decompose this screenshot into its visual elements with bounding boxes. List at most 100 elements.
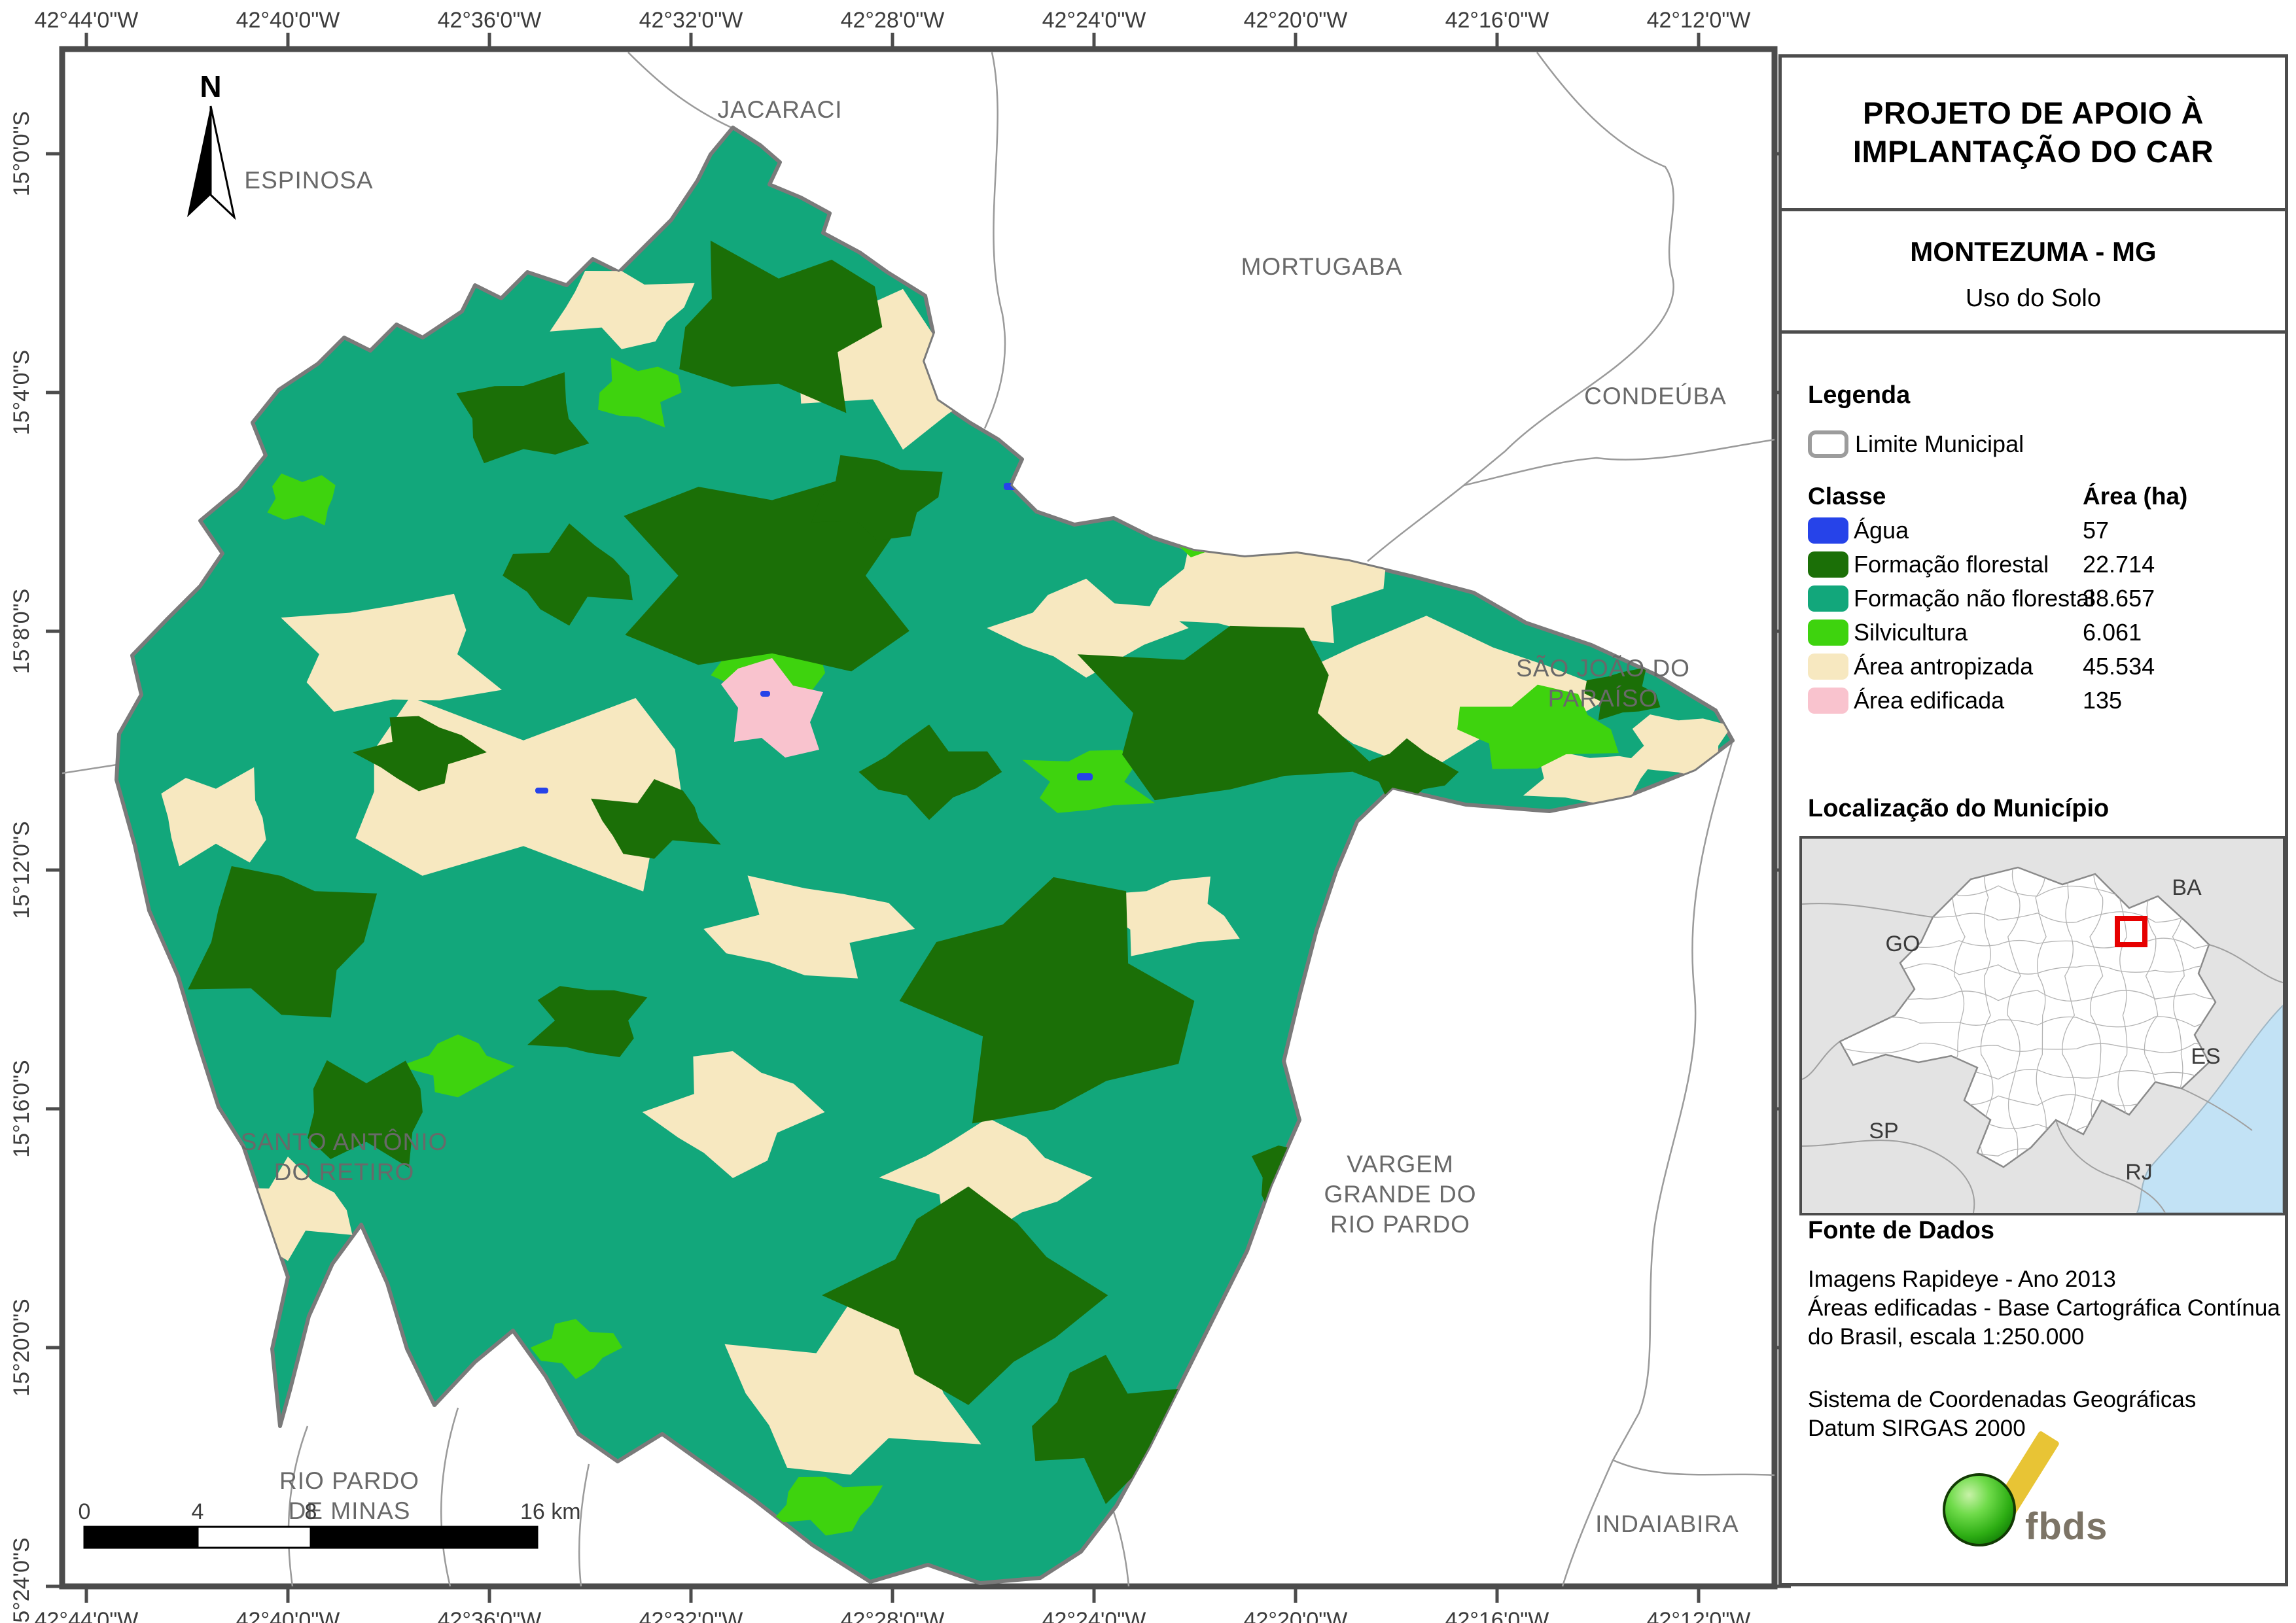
legend-area-value: 135 xyxy=(2083,687,2123,714)
north-arrow-label: N xyxy=(200,69,221,103)
formacao-florestal-patch xyxy=(456,372,590,464)
legend-class-label: Área antropizada xyxy=(1854,653,2034,680)
legend-swatch xyxy=(1808,654,1848,680)
formacao-florestal-patch xyxy=(527,986,648,1057)
source-line: do Brasil, escala 1:250.000 xyxy=(1808,1324,2085,1350)
legend-area-value: 6.061 xyxy=(2083,619,2142,646)
place-label: DO RETIRO xyxy=(274,1159,415,1185)
source-line: Sistema de Coordenadas Geográficas xyxy=(1808,1387,2197,1412)
municipality-shape xyxy=(115,126,1735,1585)
silvicultura-patch xyxy=(769,1476,883,1536)
formacao-florestal-patch xyxy=(1077,625,1379,801)
silvicultura-patch xyxy=(1022,750,1156,813)
area-antropizada-patch xyxy=(161,767,266,867)
formacao-florestal-patch xyxy=(1032,1355,1184,1505)
legend-row: Área edificada 135 xyxy=(1808,686,2266,716)
lat-label: 15°8'0"S xyxy=(9,589,34,674)
lon-label-top: 42°32'0"W xyxy=(639,8,743,33)
scale-0: 0 xyxy=(79,1499,91,1524)
lon-label-bottom: 42°16'0"W xyxy=(1445,1608,1549,1623)
project-title: PROJETO DE APOIO À IMPLANTAÇÃO DO CAR xyxy=(1852,96,2214,169)
municipality-title-box: MONTEZUMA - MG Uso do Solo xyxy=(1782,211,2285,334)
lon-label-top: 42°36'0"W xyxy=(438,8,542,33)
scale-16km: 16 km xyxy=(520,1499,581,1524)
silvicultura-patch xyxy=(1457,684,1619,769)
lon-label-top: 42°20'0"W xyxy=(1244,8,1348,33)
lon-label-bottom: 42°40'0"W xyxy=(236,1608,340,1623)
place-label: ESPINOSA xyxy=(244,167,373,194)
place-label: RIO PARDO xyxy=(279,1467,419,1494)
lon-label-top: 42°16'0"W xyxy=(1445,8,1549,33)
lon-label-top: 42°24'0"W xyxy=(1042,8,1146,33)
area-antropizada-patch xyxy=(550,271,695,349)
lon-label-bottom: 42°32'0"W xyxy=(639,1608,743,1623)
axis-labels: 42°44'0"W 42°44'0"W 42°40'0"W 42°40'0"W 42°3… xyxy=(9,8,1750,1623)
area-antropizada-patch xyxy=(1142,534,1387,644)
lon-label-bottom: 42°44'0"W xyxy=(35,1608,139,1623)
place-label: VARGEM xyxy=(1347,1151,1454,1178)
locator-heading: Localização do Município xyxy=(1808,795,2110,822)
area-antropizada-patch xyxy=(703,875,915,979)
place-label: SANTO ANTÔNIO xyxy=(241,1128,448,1155)
source-line: Datum SIRGAS 2000 xyxy=(1808,1416,2026,1441)
formacao-florestal-patch xyxy=(822,1186,1108,1405)
legend-row: Silvicultura 6.061 xyxy=(1808,618,2266,648)
locator-map: GO BA ES SP RJ xyxy=(1799,836,2286,1215)
formacao-florestal-patch xyxy=(591,779,721,859)
mesh-line xyxy=(1841,990,2216,1002)
scale-4: 4 xyxy=(192,1499,204,1524)
municipality-name: MONTEZUMA - MG xyxy=(1910,236,2157,267)
source-line: Imagens Rapideye - Ano 2013 xyxy=(1808,1266,2116,1292)
source-line: Áreas edificadas - Base Cartográfica Con… xyxy=(1808,1295,2280,1321)
scale-8: 8 xyxy=(305,1499,317,1524)
map-theme: Uso do Solo xyxy=(1965,285,2101,312)
lon-label-top: 42°28'0"W xyxy=(841,8,945,33)
legend-swatch xyxy=(1808,620,1848,646)
lat-label: 15°0'0"S xyxy=(9,111,34,196)
formacao-florestal-patch xyxy=(899,877,1195,1124)
silvicultura-patch xyxy=(530,1319,623,1380)
legend-swatch xyxy=(1808,585,1848,612)
mesh-line xyxy=(2007,867,2021,1167)
legend-heading: Legenda xyxy=(1808,381,1911,409)
formacao-florestal-patch xyxy=(858,724,1002,820)
legend-row: Área antropizada 45.534 xyxy=(1808,652,2266,682)
legend-swatch xyxy=(1808,517,1848,544)
legend-area-value: 22.714 xyxy=(2083,551,2155,578)
place-label: INDAIABIRA xyxy=(1595,1510,1739,1537)
info-panel: PROJETO DE APOIO À IMPLANTAÇÃO DO CAR MO… xyxy=(1778,54,2288,1586)
formacao-florestal-patch xyxy=(624,475,910,672)
formacao-florestal-patch xyxy=(308,1060,423,1168)
place-label: DE MINAS xyxy=(289,1497,411,1524)
fbds-logo-sphere xyxy=(1943,1473,2016,1546)
legend-row: Formação florestal 22.714 xyxy=(1808,550,2266,580)
lon-label-bottom: 42°28'0"W xyxy=(841,1608,945,1623)
area-antropizada-patch xyxy=(987,578,1189,678)
silvicultura-patch xyxy=(598,357,682,428)
mesh-line xyxy=(2035,867,2047,1167)
source-heading: Fonte de Dados xyxy=(1808,1217,1995,1244)
lon-label-top: 42°12'0"W xyxy=(1647,8,1751,33)
area-antropizada-patch xyxy=(1106,876,1240,956)
limite-municipal-label: Limite Municipal xyxy=(1855,430,2024,457)
locator-state-labels: GO BA ES SP RJ xyxy=(1869,875,2220,1185)
formacao-florestal-patch xyxy=(353,716,487,792)
area-antropizada-patch xyxy=(1523,750,1653,807)
axis-ticks xyxy=(46,33,1791,1603)
legend-table-header: Classe Área (ha) xyxy=(1808,483,2253,510)
legend-class-label: Área edificada xyxy=(1854,687,2005,714)
silvicultura-patch xyxy=(267,473,336,526)
legend-area-value: 57 xyxy=(2083,517,2110,544)
locator-svg: GO BA ES SP RJ xyxy=(1801,839,2284,1213)
lat-label: 15°4'0"S xyxy=(9,350,34,435)
formacao-florestal-patch xyxy=(679,240,883,413)
neighbor-boundaries xyxy=(62,52,1775,1587)
formacao-florestal-patch xyxy=(188,866,378,1018)
legend-col-area: Área (ha) xyxy=(2083,483,2188,510)
locator-marker xyxy=(2115,916,2147,947)
lat-label: 15°24'0"S xyxy=(9,1537,34,1623)
lat-label: 15°16'0"S xyxy=(9,1060,34,1157)
state-label-ba: BA xyxy=(2172,875,2202,900)
lon-label-bottom: 42°20'0"W xyxy=(1244,1608,1348,1623)
